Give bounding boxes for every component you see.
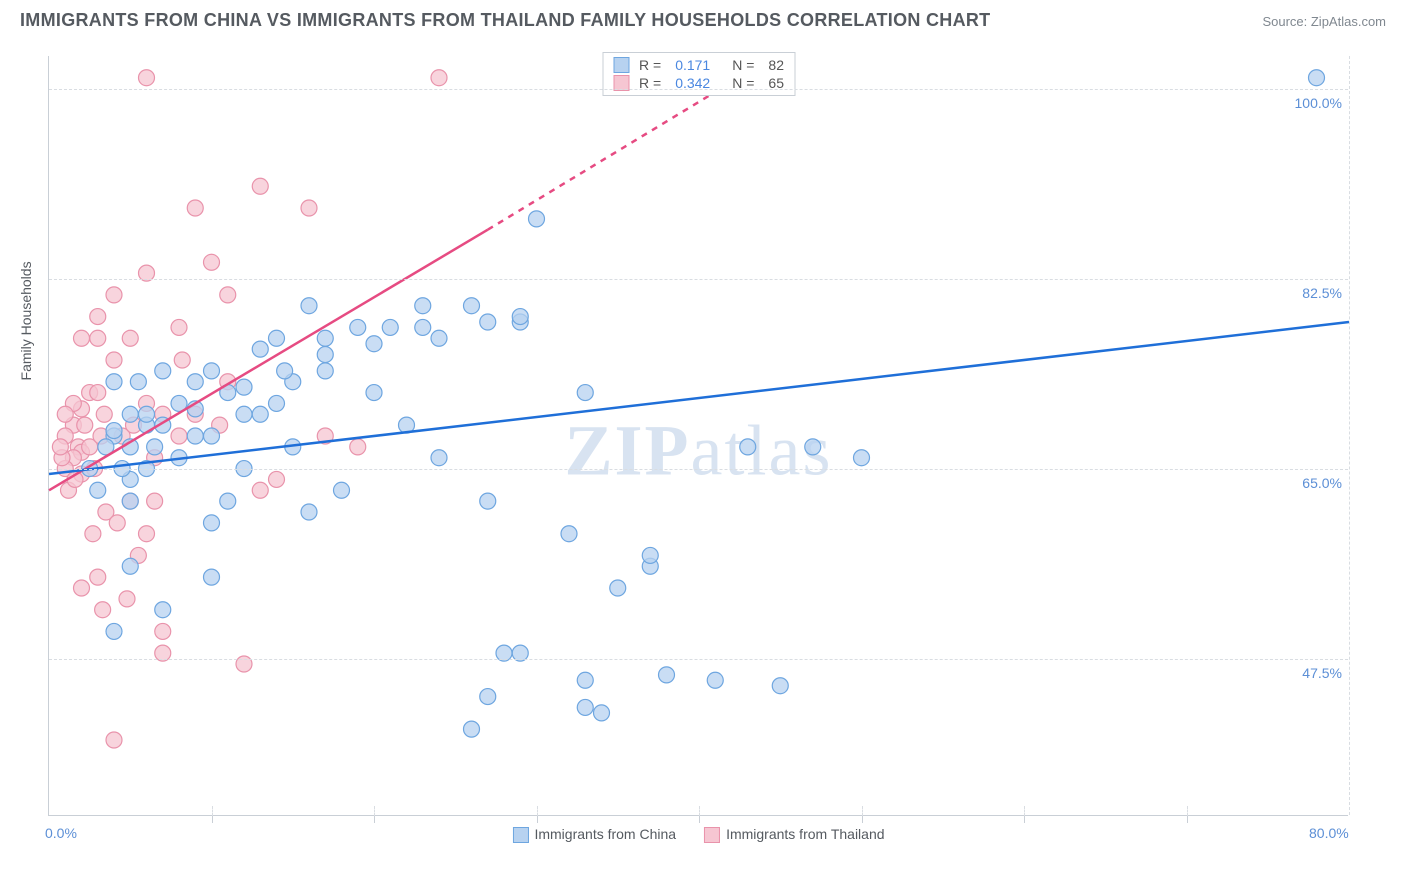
y-tick-label: 47.5% [1302, 665, 1342, 681]
y-tick-label: 65.0% [1302, 475, 1342, 491]
n-value: 82 [768, 57, 784, 73]
chart-plot-area: ZIPatlas R = 0.171 N = 82 R = 0.342 N = … [48, 56, 1348, 816]
legend-label: Immigrants from Thailand [726, 826, 884, 842]
y-tick-label: 100.0% [1295, 95, 1342, 111]
legend-item-china: Immigrants from China [512, 826, 676, 843]
x-tick-label: 0.0% [45, 825, 77, 841]
legend-label: Immigrants from China [534, 826, 676, 842]
legend-swatch-thailand [704, 827, 720, 843]
chart-title: IMMIGRANTS FROM CHINA VS IMMIGRANTS FROM… [20, 10, 990, 31]
legend-stats-row-china: R = 0.171 N = 82 [613, 57, 784, 73]
y-axis-title: Family Households [18, 261, 34, 380]
y-tick-label: 82.5% [1302, 285, 1342, 301]
legend-swatch-china [512, 827, 528, 843]
legend-item-thailand: Immigrants from Thailand [704, 826, 884, 843]
source-attribution: Source: ZipAtlas.com [1262, 14, 1386, 29]
legend-swatch-china [613, 57, 629, 73]
r-value: 0.171 [675, 57, 710, 73]
plot-svg [49, 56, 1348, 815]
n-label: N = [732, 57, 754, 73]
r-label: R = [639, 57, 661, 73]
legend-series: Immigrants from China Immigrants from Th… [512, 826, 884, 843]
x-tick-label: 80.0% [1309, 825, 1349, 841]
